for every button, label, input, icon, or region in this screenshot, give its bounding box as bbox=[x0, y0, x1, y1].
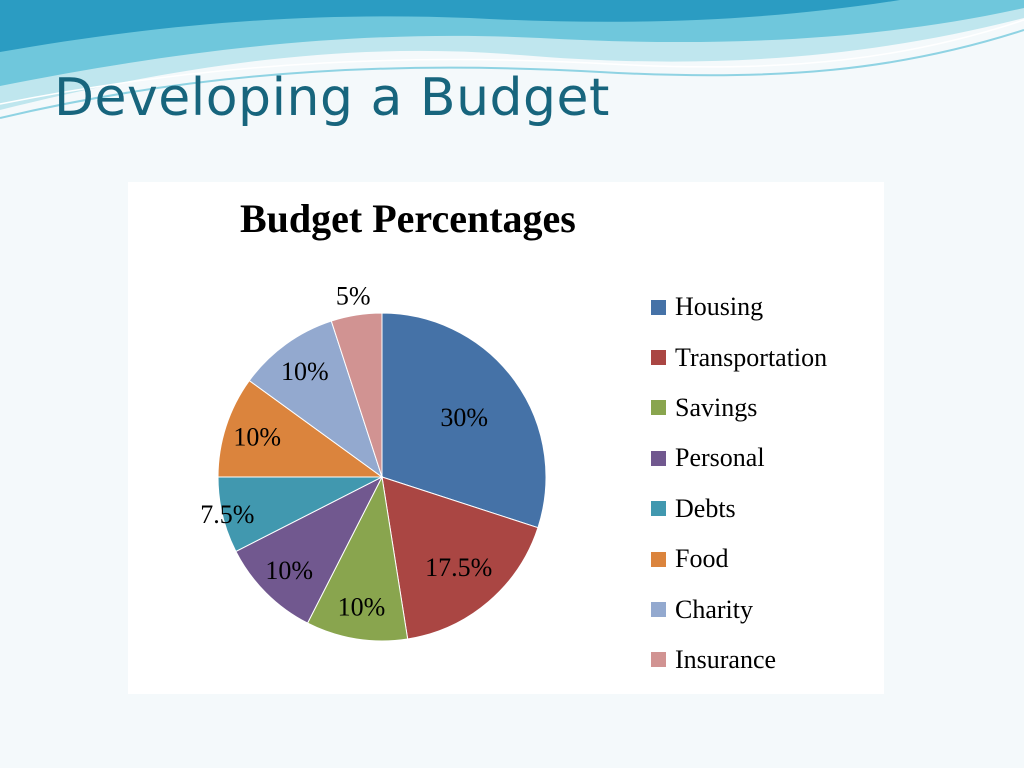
legend-label: Charity bbox=[675, 594, 753, 624]
legend-swatch bbox=[651, 400, 666, 416]
legend-item-savings: Savings bbox=[651, 383, 827, 433]
chart-title: Budget Percentages bbox=[240, 196, 576, 241]
legend-label: Housing bbox=[675, 292, 764, 322]
legend-item-insurance: Insurance bbox=[651, 635, 827, 685]
data-label-transportation: 17.5% bbox=[425, 553, 492, 582]
legend-item-transportation: Transportation bbox=[651, 332, 827, 382]
pie-slice-insurance bbox=[330, 312, 383, 478]
legend-item-personal: Personal bbox=[651, 433, 827, 483]
data-label-food: 10% bbox=[233, 422, 281, 451]
legend-swatch bbox=[651, 602, 666, 618]
legend-label: Personal bbox=[675, 443, 765, 473]
legend-swatch bbox=[651, 299, 666, 315]
legend-swatch bbox=[651, 551, 666, 567]
legend-label: Insurance bbox=[675, 644, 777, 674]
legend-label: Food bbox=[675, 544, 729, 574]
legend-swatch bbox=[651, 501, 666, 517]
data-label-savings: 10% bbox=[338, 593, 386, 622]
data-label-housing: 30% bbox=[440, 403, 488, 432]
pie-slice-personal bbox=[235, 475, 384, 624]
legend-item-charity: Charity bbox=[651, 584, 827, 634]
legend-item-debts: Debts bbox=[651, 484, 827, 534]
legend-swatch bbox=[651, 450, 666, 466]
pie-slice-housing bbox=[381, 312, 547, 529]
slide-title: Developing a Budget bbox=[54, 68, 610, 128]
legend-item-housing: Housing bbox=[651, 282, 827, 332]
data-label-charity: 10% bbox=[281, 357, 329, 386]
data-label-personal: 10% bbox=[265, 556, 313, 585]
legend-label: Debts bbox=[675, 493, 736, 523]
legend-swatch bbox=[651, 652, 666, 668]
chart-legend: Housing Transportation Savings Personal Debt… bbox=[651, 282, 827, 685]
pie-slice-savings bbox=[306, 475, 409, 642]
legend-label: Savings bbox=[675, 392, 758, 422]
pie-slice-food bbox=[217, 379, 384, 478]
legend-swatch bbox=[651, 350, 666, 366]
header-wave-decoration bbox=[0, 0, 1024, 119]
pie-slice-transportation bbox=[381, 476, 539, 640]
legend-label: Transportation bbox=[675, 342, 828, 372]
pie-slice-charity bbox=[248, 320, 383, 479]
data-label-insurance: 5% bbox=[336, 282, 371, 311]
legend-item-food: Food bbox=[651, 534, 827, 584]
data-label-debts: 7.5% bbox=[200, 500, 254, 529]
